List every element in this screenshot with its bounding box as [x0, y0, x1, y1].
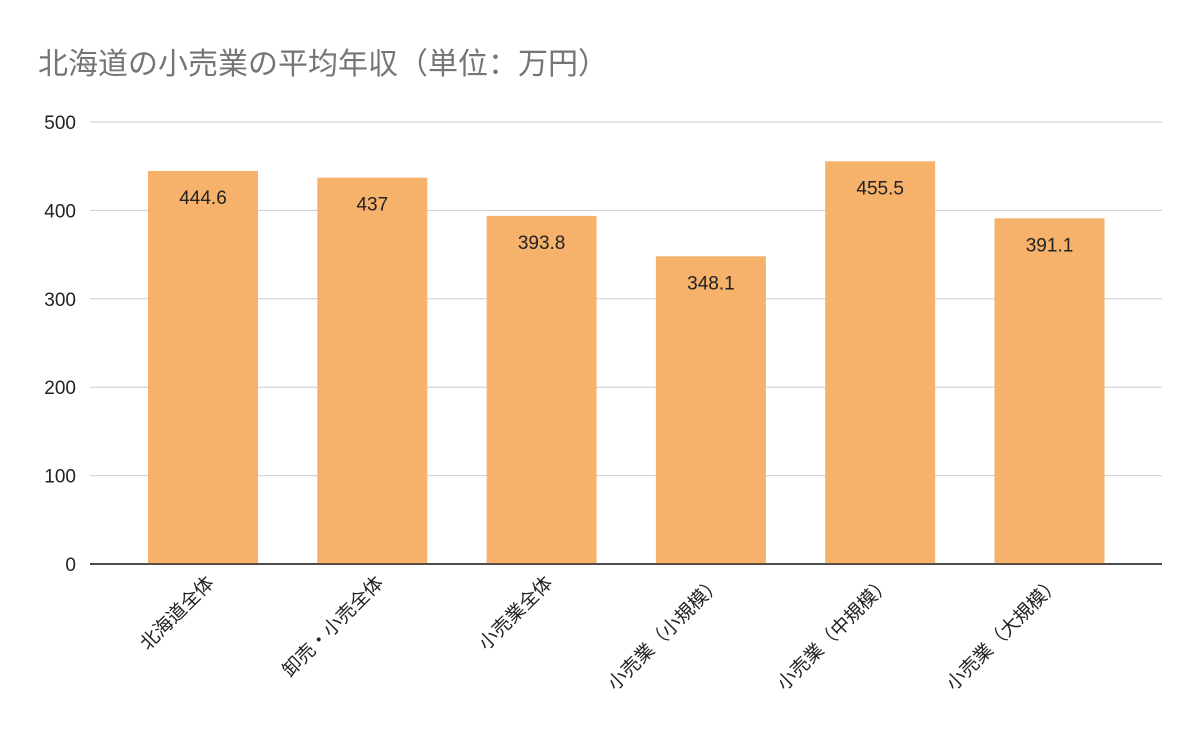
- data-label: 444.6: [179, 188, 227, 209]
- y-tick-label: 500: [44, 113, 76, 134]
- data-label: 437: [356, 195, 388, 216]
- y-tick-label: 0: [65, 555, 76, 576]
- bar: [825, 161, 936, 564]
- y-tick-label: 300: [44, 290, 76, 311]
- x-tick-label: 卸売・小売全体: [278, 572, 388, 682]
- y-tick-label: 400: [44, 201, 76, 222]
- x-tick-label: 小売業（小規模）: [603, 572, 726, 695]
- data-label: 391.1: [1026, 235, 1074, 256]
- chart-title: 北海道の小売業の平均年収（単位：万円）: [38, 48, 608, 81]
- bar: [994, 218, 1105, 565]
- data-label: 348.1: [687, 273, 735, 294]
- y-tick-label: 200: [44, 378, 76, 399]
- x-tick-label: 北海道全体: [136, 572, 219, 655]
- x-tick-label: 小売業（大規模）: [942, 572, 1065, 695]
- x-tick-label: 小売業（中規模）: [773, 572, 896, 695]
- bar: [486, 215, 597, 564]
- bar: [148, 170, 258, 564]
- bar: [317, 177, 428, 564]
- y-tick-label: 100: [44, 467, 76, 488]
- data-label: 455.5: [856, 178, 904, 199]
- x-tick-label: 小売業全体: [474, 572, 557, 655]
- data-label: 393.8: [518, 233, 566, 254]
- bar: [655, 256, 766, 564]
